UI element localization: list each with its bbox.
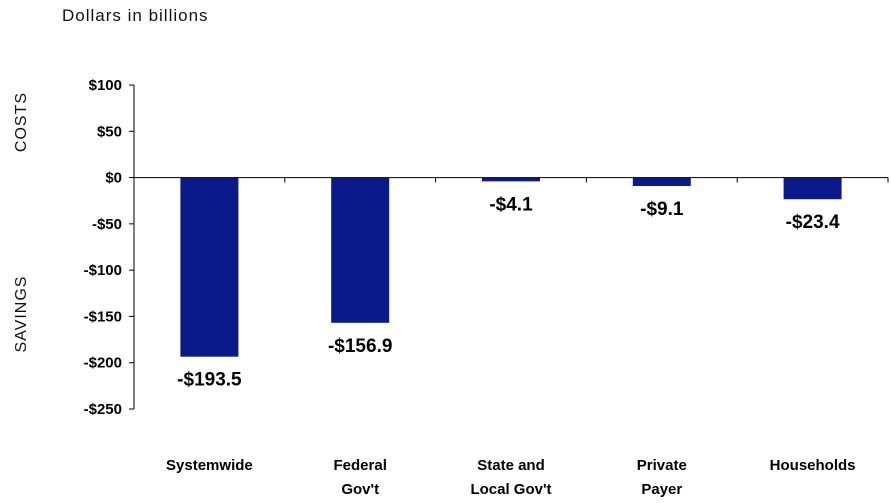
bar-1 (331, 177, 390, 323)
y-tick-label: -$150 (84, 308, 122, 325)
category-label: Private Payer (637, 457, 687, 498)
units-note: Dollars in billions (62, 6, 209, 25)
category-label: Households (770, 457, 856, 474)
y-tick-label: $100 (89, 77, 122, 94)
bar-value-label: -$23.4 (786, 212, 840, 233)
y-tick-label: -$50 (92, 216, 122, 233)
bar-2 (482, 177, 540, 182)
category-label: Systemwide (166, 457, 253, 474)
category-label: State and Local Gov't (470, 457, 551, 498)
category-label: Federal Gov't (334, 457, 387, 498)
y-tick-label: $0 (105, 170, 122, 187)
bar-4 (783, 177, 842, 200)
bar-value-label: -$156.9 (328, 336, 392, 357)
bar-0 (180, 177, 239, 357)
bar-value-label: -$4.1 (489, 194, 533, 215)
y-tick-label: -$250 (84, 401, 122, 418)
y-tick-label: $50 (97, 123, 122, 140)
y-tick-label: -$200 (84, 355, 122, 372)
bar-value-label: -$9.1 (640, 199, 684, 220)
y-tick-label: -$100 (84, 262, 122, 279)
bar-value-label: -$193.5 (177, 370, 242, 391)
bar-3 (632, 177, 691, 186)
